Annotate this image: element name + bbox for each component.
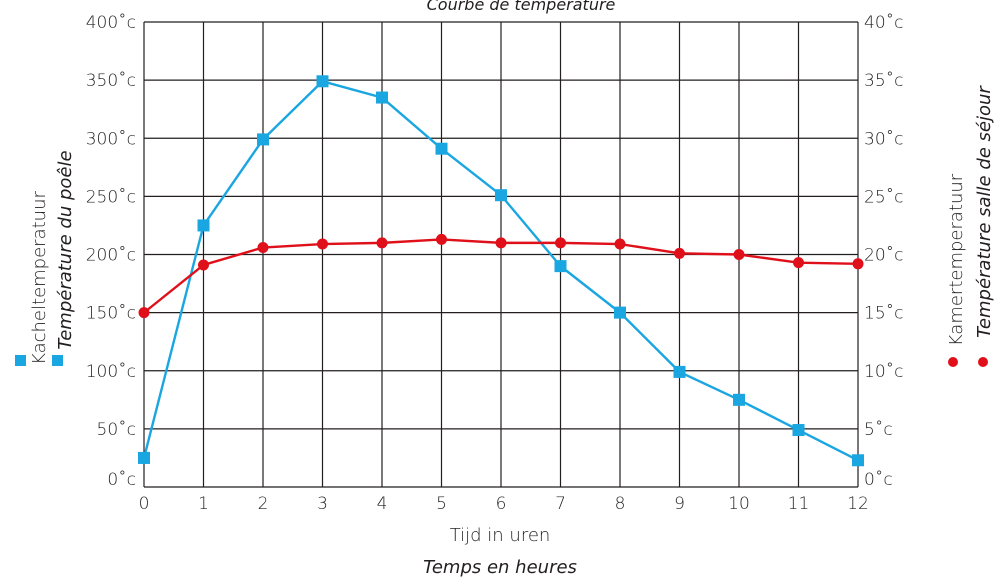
data-point [793,257,804,269]
data-point [614,238,626,250]
x-tick-label: 6 [496,494,507,514]
x-axis-label-fr: Temps en heures [423,557,577,578]
data-point [674,247,685,259]
data-point [435,142,448,155]
x-tick-label: 1 [198,494,209,514]
y-right-tick-label: 30˚c [864,129,903,149]
y-right-legend-marker-1 [948,357,958,367]
y-left-tick-label: 300˚c [86,129,136,149]
data-point [376,237,388,249]
data-point [257,242,269,254]
data-point [317,238,328,250]
data-point [673,365,686,378]
data-point [436,233,447,245]
series-layer [138,75,864,467]
y-left-tick-label: 100˚c [86,362,136,382]
data-point [198,259,209,271]
grid [143,21,859,488]
y-right-axis-label-fr: Température salle de séjour [974,85,995,338]
x-tick-label: 7 [555,494,566,514]
y-right-tick-label: 40˚c [864,13,903,33]
data-point [495,189,507,202]
y-left-axis-label-fr: Température du poêle [55,150,76,349]
data-point [792,424,805,437]
data-point [852,258,864,270]
y-right-legend-marker-2 [978,357,988,367]
series-1 [138,75,864,467]
y-left-legend-marker-2 [52,355,63,366]
y-right-tick-label: 20˚c [864,246,903,266]
y-right-tick-label: 0˚c [864,470,893,490]
series-2 [138,233,864,319]
y-left-tick-label: 0˚c [107,470,136,490]
y-right-tick-label: 10˚c [864,362,903,382]
x-tick-labels: 0 1 2 3 4 5 6 7 8 9 10 11 12 [139,494,869,514]
y-left-legend-marker-1 [15,355,26,366]
x-tick-label: 8 [615,494,626,514]
data-point [316,75,329,88]
data-point [197,219,210,232]
x-tick-label: 12 [847,494,869,514]
y-left-tick-labels: 0˚c 50˚c 100˚c 150˚c 200˚c 250˚c 300˚c 350˚c 400… [86,13,136,490]
chart-title: Courbe de température [427,0,616,14]
x-tick-label: 9 [674,494,685,514]
data-point [554,260,567,273]
data-point [852,454,864,467]
y-left-tick-label: 200˚c [86,246,136,266]
x-tick-label: 4 [377,494,388,514]
y-left-axis-label: Kacheltemperatuur [29,191,50,365]
data-point [138,307,150,319]
y-right-tick-labels: 0˚c 5˚c 10˚c 15˚c 20˚c 25˚c 30˚c 35˚c 40˚c [864,13,903,490]
data-point [733,393,745,406]
x-tick-label: 5 [436,494,447,514]
x-tick-label: 10 [728,494,750,514]
x-tick-label: 3 [317,494,328,514]
data-point [495,237,507,249]
data-point [555,237,566,249]
y-right-tick-label: 35˚c [864,71,903,91]
y-left-tick-label: 50˚c [97,420,136,440]
y-left-legend: Kacheltemperatuur Température du poêle [15,150,76,366]
x-axis-label: Tijd in uren [450,525,551,546]
y-left-tick-label: 350˚c [86,71,136,91]
y-left-tick-label: 400˚c [86,13,136,33]
x-tick-label: 11 [788,494,810,514]
data-point [733,249,745,260]
y-right-tick-label: 5˚c [864,420,893,440]
y-left-tick-label: 150˚c [86,304,136,324]
data-point [614,306,626,319]
data-point [138,451,150,464]
y-left-tick-label: 250˚c [86,187,136,207]
y-right-tick-label: 15˚c [864,304,903,324]
x-tick-label: 0 [139,494,150,514]
y-right-legend: Kamertemperatuur Température salle de sé… [946,85,995,367]
data-point [376,91,388,104]
x-tick-label: 2 [258,494,269,514]
data-point [257,133,269,146]
y-right-tick-label: 25˚c [864,187,903,207]
y-right-axis-label: Kamertemperatuur [946,173,967,346]
